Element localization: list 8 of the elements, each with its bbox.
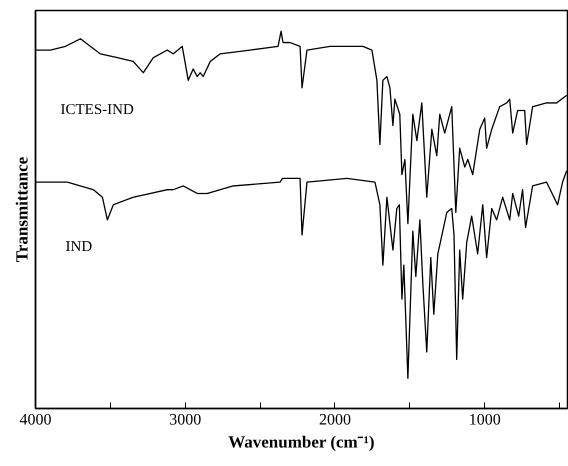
x-tick-label: 3000 bbox=[169, 412, 202, 428]
x-tick-label: 1000 bbox=[468, 412, 501, 428]
series-label: IND bbox=[66, 239, 92, 256]
x-tick-label: 2000 bbox=[318, 412, 351, 428]
x-axis-title: Wavenumber (cm⁻¹) bbox=[228, 432, 374, 452]
y-axis-title: Transmittance bbox=[12, 156, 32, 262]
text: ICTES-IND bbox=[60, 102, 134, 118]
x-tick-label: 4000 bbox=[20, 412, 52, 428]
